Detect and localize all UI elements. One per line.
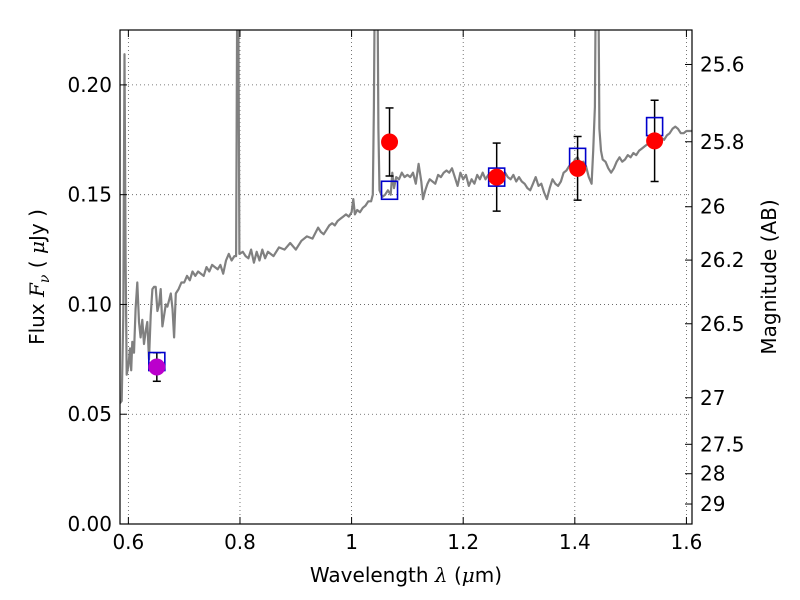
observed-point: [488, 168, 506, 186]
y-tick-label: 0.10: [67, 292, 112, 316]
x-tick-label: 0.6: [112, 530, 144, 554]
plot-frame: [119, 29, 693, 525]
x-tick-label: 1: [345, 530, 358, 554]
y2-tick-label: 26.5: [700, 312, 745, 336]
y2-axis-title: Magnitude (AB): [757, 199, 781, 354]
spectrum-line: [120, 30, 692, 404]
y-tick-label: 0.05: [67, 402, 112, 426]
axis-ticks: 0.6 0.8 1 1.2 1.4 1.6 0.00 0.05 0.10 0.15 0.20 25.6…: [67, 30, 745, 554]
x-axis-title: Wavelength λ (μm): [310, 563, 502, 587]
observed-point: [148, 358, 166, 376]
x-tick-label: 0.8: [224, 530, 256, 554]
y-tick-label: 0.20: [67, 73, 112, 97]
observed-point: [646, 132, 664, 150]
y-tick-label: 0.15: [67, 183, 112, 207]
plot-data: [120, 30, 692, 404]
y2-tick-label: 25.8: [700, 130, 745, 154]
y2-tick-label: 29: [700, 492, 725, 516]
x-tick-label: 1.2: [447, 530, 479, 554]
y2-tick-label: 26: [700, 195, 725, 219]
y2-tick-label: 28: [700, 462, 725, 486]
y2-tick-label: 25.6: [700, 52, 745, 76]
observed-point: [569, 159, 587, 177]
x-tick-label: 1.6: [671, 530, 703, 554]
observed-point: [381, 133, 399, 151]
y-tick-label: 0.00: [67, 512, 112, 536]
y2-tick-label: 27.5: [700, 432, 745, 456]
y-axis-title: Flux Fν ( μJy ): [25, 209, 53, 345]
y2-tick-label: 26.2: [700, 248, 745, 272]
y2-tick-label: 27: [700, 386, 725, 410]
x-tick-label: 1.4: [559, 530, 591, 554]
model-square: [380, 180, 399, 201]
